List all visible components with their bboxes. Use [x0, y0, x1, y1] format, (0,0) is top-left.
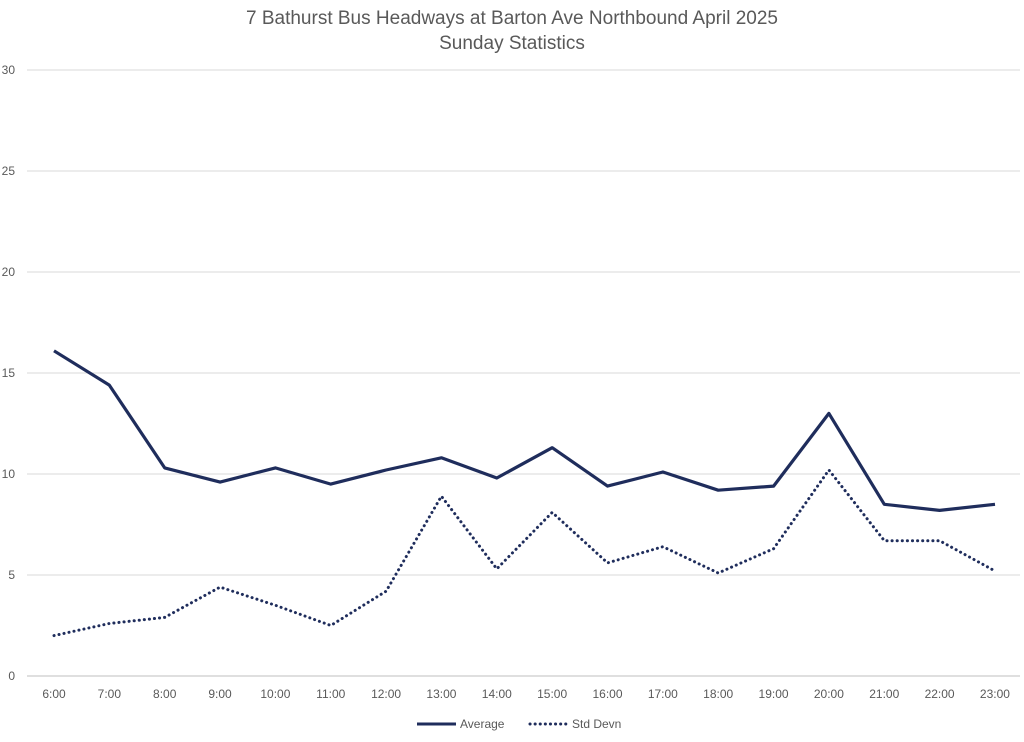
chart-title: 7 Bathurst Bus Headways at Barton Ave No… [246, 8, 778, 29]
x-tick-label: 7:00 [98, 687, 122, 701]
legend: Average Std Devn [417, 717, 621, 731]
x-tick-label: 9:00 [208, 687, 232, 701]
y-tick-label: 0 [8, 669, 15, 683]
chart-title-block: 7 Bathurst Bus Headways at Barton Ave No… [0, 6, 1024, 56]
x-tick-label: 13:00 [426, 687, 456, 701]
gridlines [27, 69, 1020, 677]
y-tick-label: 15 [2, 366, 16, 380]
y-tick-label: 30 [2, 63, 16, 77]
series-line-std-devn [52, 468, 997, 638]
x-axis-ticks: 6:00 7:00 8:00 9:00 10:00 11:00 12:00 13:00 14:0… [42, 687, 1010, 701]
y-tick-label: 20 [2, 265, 16, 279]
legend-label: Average [460, 717, 505, 731]
y-tick-label: 10 [2, 467, 16, 481]
series-group [52, 349, 997, 638]
x-tick-label: 15:00 [537, 687, 567, 701]
y-tick-label: 5 [8, 568, 15, 582]
x-tick-label: 19:00 [759, 687, 789, 701]
series-line-average [53, 349, 996, 512]
x-tick-label: 10:00 [260, 687, 290, 701]
x-tick-label: 21:00 [869, 687, 899, 701]
chart-subtitle: Sunday Statistics [439, 33, 585, 54]
x-tick-label: 23:00 [980, 687, 1010, 701]
x-tick-label: 17:00 [648, 687, 678, 701]
x-tick-label: 11:00 [316, 687, 345, 701]
x-tick-label: 22:00 [925, 687, 955, 701]
x-tick-label: 6:00 [42, 687, 66, 701]
x-tick-label: 18:00 [703, 687, 733, 701]
x-tick-label: 14:00 [482, 687, 512, 701]
x-tick-label: 12:00 [371, 687, 401, 701]
legend-label: Std Devn [572, 717, 621, 731]
y-tick-label: 25 [2, 164, 16, 178]
x-tick-label: 8:00 [153, 687, 177, 701]
x-tick-label: 20:00 [814, 687, 844, 701]
x-tick-label: 16:00 [592, 687, 622, 701]
y-axis-ticks: 0 5 10 15 20 25 30 [2, 63, 16, 683]
